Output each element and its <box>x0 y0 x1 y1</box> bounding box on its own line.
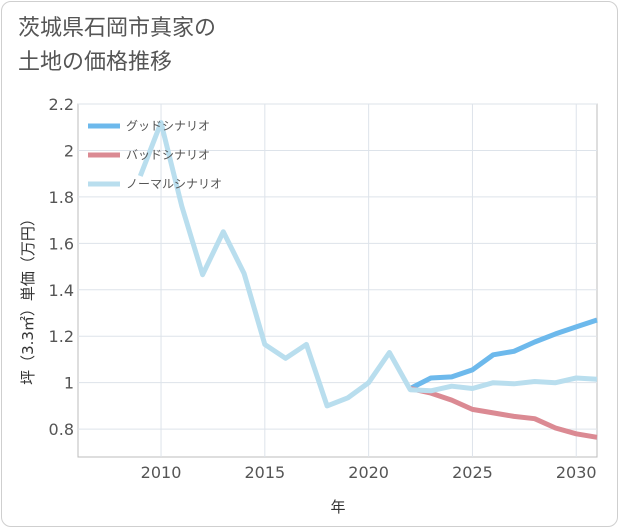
legend-label: バッドシナリオ <box>126 148 210 162</box>
x-tick-label: 2010 <box>141 463 182 482</box>
legend-label: ノーマルシナリオ <box>126 177 222 191</box>
bad-scenario-line <box>409 386 598 440</box>
plot-area <box>77 103 598 458</box>
legend-good-scenario[interactable]: グッドシナリオ <box>88 119 210 133</box>
x-axis-title: 年 <box>330 498 345 516</box>
x-tick-label: 2030 <box>556 463 597 482</box>
chart-title-line-1: 茨城県石岡市真家の <box>18 16 217 41</box>
legend-bad-scenario[interactable]: バッドシナリオ <box>88 148 210 162</box>
legend-label: グッドシナリオ <box>126 119 210 133</box>
y-tick-label: 2 <box>64 141 74 160</box>
y-tick-label: 0.8 <box>49 420 74 439</box>
y-tick-label: 2.2 <box>49 95 74 114</box>
x-tick-label: 2025 <box>452 463 493 482</box>
normal-scenario-line <box>137 120 598 409</box>
x-tick-label: 2020 <box>348 463 389 482</box>
good-scenario-line <box>409 317 598 391</box>
y-tick-label: 1.4 <box>49 281 74 300</box>
x-axis-ticks: 2010 2015 2020 2025 2030 <box>141 463 597 482</box>
chart-title-line-2: 土地の価格推移 <box>18 50 173 75</box>
y-axis-ticks: 0.8 1 1.2 1.4 1.6 1.8 2 2.2 <box>49 95 74 439</box>
x-tick-label: 2015 <box>244 463 285 482</box>
y-tick-label: 1 <box>64 374 74 393</box>
y-tick-label: 1.6 <box>49 234 74 253</box>
series-lines <box>137 120 598 440</box>
y-tick-label: 1.2 <box>49 327 74 346</box>
legend-normal-scenario[interactable]: ノーマルシナリオ <box>88 177 222 191</box>
y-axis-title: 坪（3.3㎡）単価（万円） <box>19 211 37 385</box>
plot-frame <box>77 103 598 458</box>
y-tick-label: 1.8 <box>49 188 74 207</box>
chart-title: 茨城県石岡市真家の 土地の価格推移 <box>18 12 216 80</box>
